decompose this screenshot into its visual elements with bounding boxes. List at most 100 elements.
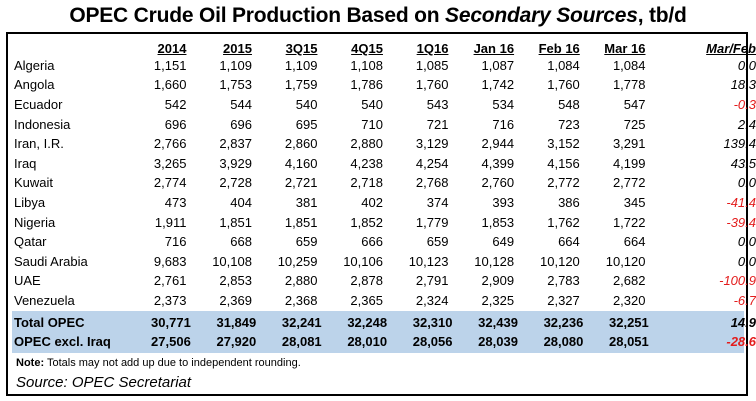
value-cell: 2,320 <box>612 293 646 309</box>
value-cell: 1,722 <box>612 214 646 230</box>
value-cell: 543 <box>426 97 449 113</box>
row-label: Venezuela <box>14 293 75 309</box>
value-cell: 4,254 <box>415 155 449 171</box>
row-label: Algeria <box>14 57 55 73</box>
value-cell: 696 <box>164 116 187 132</box>
table-row: Iraq 3,265 3,929 4,160 4,238 4,254 4,399 4,156 4… <box>14 154 756 174</box>
value-cell: 1,778 <box>612 77 646 93</box>
row-label: UAE <box>14 273 41 289</box>
value-cell: 3,265 <box>153 155 187 171</box>
row-label: Nigeria <box>14 214 56 230</box>
value-cell: 1,151 <box>153 57 187 73</box>
value-cell: 725 <box>623 116 646 132</box>
value-cell: 4,238 <box>350 155 383 171</box>
value-cell: 2,880 <box>350 136 383 152</box>
chart-title: OPEC Crude Oil Production Based on Secon… <box>0 4 756 28</box>
value-cell: 3,291 <box>612 136 646 152</box>
value-cell: 540 <box>361 97 383 113</box>
row-label: Angola <box>14 77 55 93</box>
row-label: Kuwait <box>14 175 54 191</box>
value-cell: 2,768 <box>415 175 449 191</box>
value-cell: 2,909 <box>481 273 515 289</box>
value-cell: 30,771 <box>151 315 191 330</box>
value-cell: 542 <box>164 97 187 113</box>
value-cell: 27,506 <box>151 334 191 349</box>
value-cell: 2,878 <box>350 273 383 289</box>
value-cell: 540 <box>295 97 318 113</box>
table-row: Libya 473 404 381 402 374 393 386 345 -41.4 <box>14 193 756 213</box>
column-header: Mar/Feb <box>706 40 756 56</box>
value-cell: 666 <box>361 234 383 250</box>
value-cell: 31,849 <box>216 315 257 330</box>
table-body: Algeria 1,151 1,109 1,109 1,108 1,085 1,087 1,0… <box>14 56 756 311</box>
value-cell: 2,369 <box>219 293 252 309</box>
value-cell: 32,236 <box>543 315 584 330</box>
change-cell: -6.7 <box>733 293 756 309</box>
value-cell: 1,109 <box>219 57 252 73</box>
value-cell: 2,783 <box>547 273 580 289</box>
value-cell: 1,753 <box>219 77 252 93</box>
change-cell: 0.0 <box>737 234 756 250</box>
value-cell: 2,682 <box>612 273 646 289</box>
value-cell: 10,108 <box>212 253 252 269</box>
table-row: Qatar 716 668 659 666 659 649 664 664 0.0 <box>14 232 756 252</box>
value-cell: 1,087 <box>481 57 515 73</box>
value-cell: 668 <box>230 234 252 250</box>
value-cell: 716 <box>164 234 187 250</box>
value-cell: 32,251 <box>609 315 649 330</box>
value-cell: 4,399 <box>481 155 515 171</box>
value-cell: 4,160 <box>284 155 318 171</box>
value-cell: 28,056 <box>412 334 453 349</box>
change-cell: 139.4 <box>723 136 756 152</box>
row-label: Indonesia <box>14 116 71 132</box>
change-cell: 43.5 <box>730 155 756 171</box>
change-cell: 0.0 <box>737 57 756 73</box>
value-cell: 2,327 <box>547 293 580 309</box>
value-cell: 1,759 <box>284 77 318 93</box>
value-cell: 710 <box>361 116 383 132</box>
row-label: OPEC excl. Iraq <box>14 334 111 349</box>
column-header: 4Q15 <box>351 40 383 56</box>
value-cell: 1,853 <box>481 214 515 230</box>
change-cell: 18.3 <box>730 77 756 93</box>
value-cell: 721 <box>426 116 449 132</box>
value-cell: 1,851 <box>284 214 318 230</box>
value-cell: 28,010 <box>347 334 388 349</box>
column-header: Mar 16 <box>604 40 646 56</box>
value-cell: 10,120 <box>540 253 580 269</box>
table-row: Venezuela 2,373 2,369 2,368 2,365 2,324 2,325 2… <box>14 291 756 311</box>
value-cell: 10,120 <box>605 253 646 269</box>
value-cell: 2,728 <box>219 175 252 191</box>
totals-table: Total OPEC 30,771 31,849 32,241 32,248 32,310… <box>14 313 756 351</box>
value-cell: 2,766 <box>153 136 187 152</box>
value-cell: 3,129 <box>415 136 449 152</box>
column-header: 2015 <box>223 40 252 56</box>
value-cell: 547 <box>623 97 646 113</box>
row-label: Libya <box>14 195 46 211</box>
column-header-row: 2014 2015 3Q15 4Q15 1Q16 Jan 16 Feb 16 Mar 16 Ma… <box>14 36 756 56</box>
value-cell: 2,791 <box>415 273 449 289</box>
value-cell: 723 <box>558 116 580 132</box>
table-row: Angola 1,660 1,753 1,759 1,786 1,760 1,742 1,76… <box>14 75 756 95</box>
change-cell: -0.3 <box>733 97 756 113</box>
column-header: Feb 16 <box>538 40 580 56</box>
value-cell: 2,880 <box>284 273 318 289</box>
source-caption: Source: OPEC Secretariat <box>16 374 192 391</box>
value-cell: 1,084 <box>547 57 580 73</box>
row-label: Ecuador <box>14 97 63 113</box>
value-cell: 393 <box>492 195 515 211</box>
value-cell: 32,439 <box>478 315 518 330</box>
value-cell: 659 <box>426 234 449 250</box>
value-cell: 10,106 <box>343 253 383 269</box>
change-cell: -100.9 <box>719 273 756 289</box>
column-header: 2014 <box>157 40 187 56</box>
row-label: Qatar <box>14 234 47 250</box>
value-cell: 3,929 <box>219 155 252 171</box>
table-row: OPEC excl. Iraq 27,506 27,920 28,081 28,010 2… <box>14 332 756 351</box>
value-cell: 2,718 <box>350 175 383 191</box>
value-cell: 1,760 <box>547 77 580 93</box>
value-cell: 544 <box>230 97 252 113</box>
value-cell: 32,310 <box>412 315 453 330</box>
value-cell: 32,241 <box>281 315 322 330</box>
corner-header <box>14 36 122 56</box>
